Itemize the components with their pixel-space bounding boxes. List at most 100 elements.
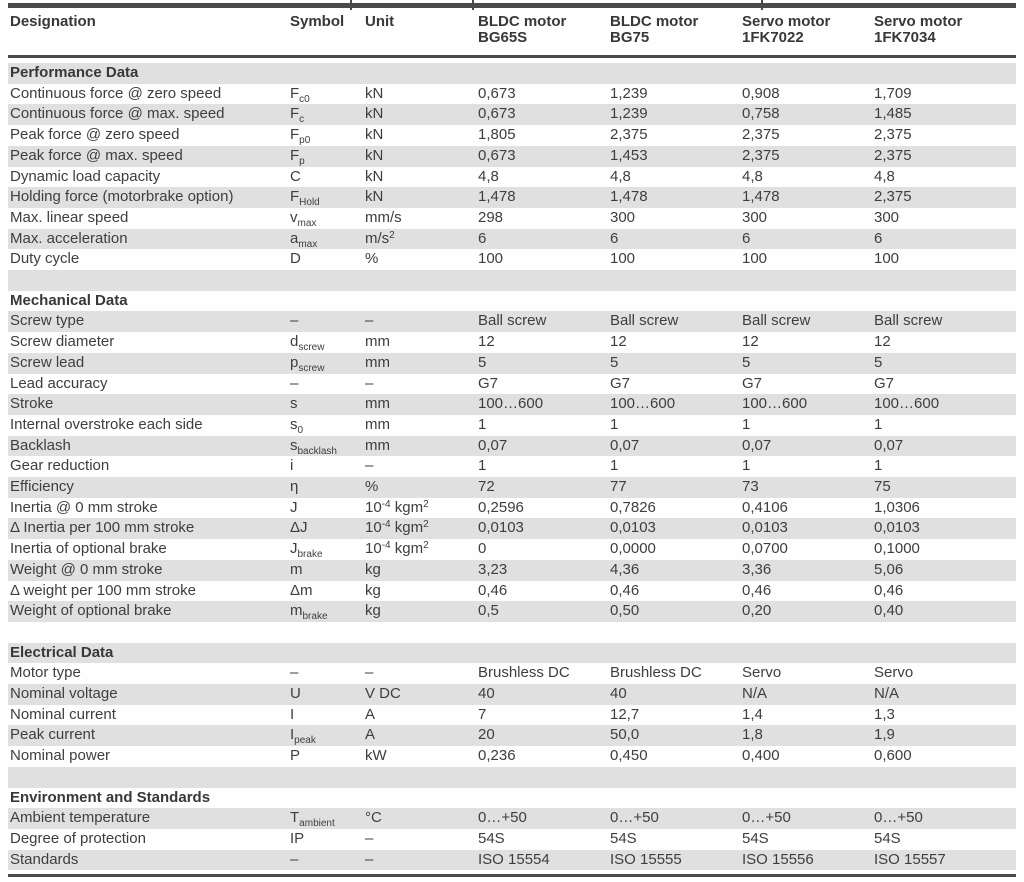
column-label: BLDC motor: [610, 13, 699, 30]
unit-cell: A: [363, 725, 476, 747]
unit-cell: °C: [363, 808, 476, 829]
unit-cell: kN: [365, 126, 384, 144]
designation-cell: Weight @ 0 mm stroke: [8, 559, 288, 581]
designation-cell: Nominal current: [10, 705, 116, 723]
value-cell: 3,23: [476, 559, 608, 581]
value-cell: 0,600: [874, 747, 912, 765]
value-cell: 2,375: [740, 145, 872, 167]
header-gap-cell: [8, 56, 1016, 63]
value-cell: 1,4: [742, 705, 763, 723]
section-header-row: Performance Data: [8, 63, 1016, 84]
value-cell: 12: [610, 333, 627, 351]
value-cell: 0,5: [476, 601, 608, 622]
section-title: Performance Data: [8, 63, 1016, 84]
value-cell: 7: [478, 705, 487, 723]
value-cell: 4,8: [874, 167, 895, 185]
header-gap-row: [8, 56, 1016, 63]
designation-cell: Degree of protection: [10, 829, 146, 847]
value-cell: 5: [872, 352, 1016, 374]
value-cell: 1,478: [608, 187, 740, 208]
value-cell: 0,7826: [610, 498, 656, 516]
value-cell: 6: [872, 228, 1016, 250]
value-cell: 2,375: [742, 126, 780, 144]
designation-cell: Internal overstroke each side: [10, 415, 203, 433]
value-cell: 0,0700: [742, 540, 788, 558]
value-cell: Servo: [742, 664, 782, 682]
symbol-cell: Tambient: [288, 808, 363, 829]
unit-cell: mm: [363, 394, 476, 415]
value-cell: ISO 15556: [740, 849, 872, 871]
value-cell: 100…600: [740, 394, 872, 415]
value-cell: 0…+50: [608, 808, 740, 829]
designation-cell: Nominal voltage: [8, 684, 288, 705]
table-top-border: [8, 3, 1016, 8]
value-cell: 0,46: [874, 581, 904, 599]
value-cell: 0,46: [742, 581, 772, 599]
table-row: Lead accuracy – – G7 G7 G7 G7: [8, 374, 1016, 395]
column-label: Unit: [365, 13, 395, 30]
value-cell: 4,8: [478, 167, 499, 185]
tick-mark: [472, 0, 474, 10]
table-row: Screw type – – Ball screw Ball screw Ball scr…: [8, 311, 1016, 333]
spacer-row: [8, 622, 1016, 643]
value-cell: 1: [742, 457, 751, 475]
unit-cell: –: [365, 829, 374, 847]
unit-cell: %: [365, 250, 379, 268]
value-cell: 100…600: [608, 394, 740, 415]
value-cell: 300: [742, 208, 768, 226]
section-header-row: Electrical Data: [8, 642, 1016, 664]
value-cell: 5: [608, 352, 740, 374]
value-cell: 6: [740, 228, 872, 250]
column-label: Servo motor: [874, 13, 963, 30]
table-row: Gear reduction i – 1 1 1 1: [8, 456, 1016, 477]
value-cell: 100: [742, 250, 768, 268]
designation-cell: Duty cycle: [10, 250, 80, 268]
value-cell: 0,07: [740, 435, 872, 457]
unit-cell: mm: [365, 333, 390, 351]
table-row: Weight of optional brake mbrake kg 0,5 0,50 0…: [8, 601, 1016, 622]
value-cell: 0,0103: [476, 518, 608, 540]
symbol-cell: Fp0: [290, 126, 311, 147]
designation-cell: Continuous force @ zero speed: [10, 84, 222, 102]
value-cell: 1,239: [610, 84, 648, 102]
unit-cell: mm: [363, 352, 476, 374]
symbol-cell: Jbrake: [290, 540, 323, 561]
symbol-cell: amax: [288, 228, 363, 250]
value-cell: 5: [740, 352, 872, 374]
spacer-row: [8, 766, 1016, 788]
value-cell: 0,236: [478, 747, 516, 765]
unit-cell: –: [365, 664, 374, 682]
value-cell: G7: [478, 374, 499, 392]
table-row: Peak force @ zero speed Fp0 kN 1,805 2,375 2,…: [8, 125, 1016, 146]
symbol-cell: U: [288, 684, 363, 705]
table-row: Internal overstroke each side s0 mm 1 1 1 1: [8, 415, 1016, 436]
symbol-cell: Fc: [288, 104, 363, 126]
column-label: BLDC motor: [478, 13, 567, 30]
value-cell: ISO 15555: [608, 849, 740, 871]
value-cell: 1: [478, 415, 487, 433]
value-cell: 2,375: [610, 126, 648, 144]
table-body: Performance Data Continuous force @ zero …: [8, 56, 1016, 871]
value-cell: 12: [478, 333, 495, 351]
table-row: Ambient temperature Tambient °C 0…+50 0…+50 0…: [8, 808, 1016, 829]
table-row: Nominal current I A 7 12,7 1,4 1,3: [8, 705, 1016, 726]
value-cell: 0,0103: [740, 518, 872, 540]
unit-cell: 10-4 kgm2: [365, 498, 429, 516]
value-cell: 100: [874, 250, 900, 268]
symbol-cell: D: [290, 250, 301, 268]
symbol-cell: Ipeak: [288, 725, 363, 747]
value-cell: 6: [476, 228, 608, 250]
value-cell: 54S: [742, 829, 769, 847]
value-cell: 77: [608, 477, 740, 498]
table-row: Stroke s mm 100…600 100…600 100…600 100…600: [8, 394, 1016, 415]
column-label: Designation: [10, 13, 96, 30]
value-cell: 1: [610, 415, 619, 433]
designation-cell: Continuous force @ max. speed: [8, 104, 288, 126]
unit-cell: A: [365, 705, 376, 723]
symbol-cell: η: [288, 477, 363, 498]
table-row: Continuous force @ zero speed Fc0 kN 0,673 1…: [8, 84, 1016, 105]
designation-cell: Max. acceleration: [8, 228, 288, 250]
value-cell: 0…+50: [872, 808, 1016, 829]
spacer-row: [8, 270, 1016, 291]
